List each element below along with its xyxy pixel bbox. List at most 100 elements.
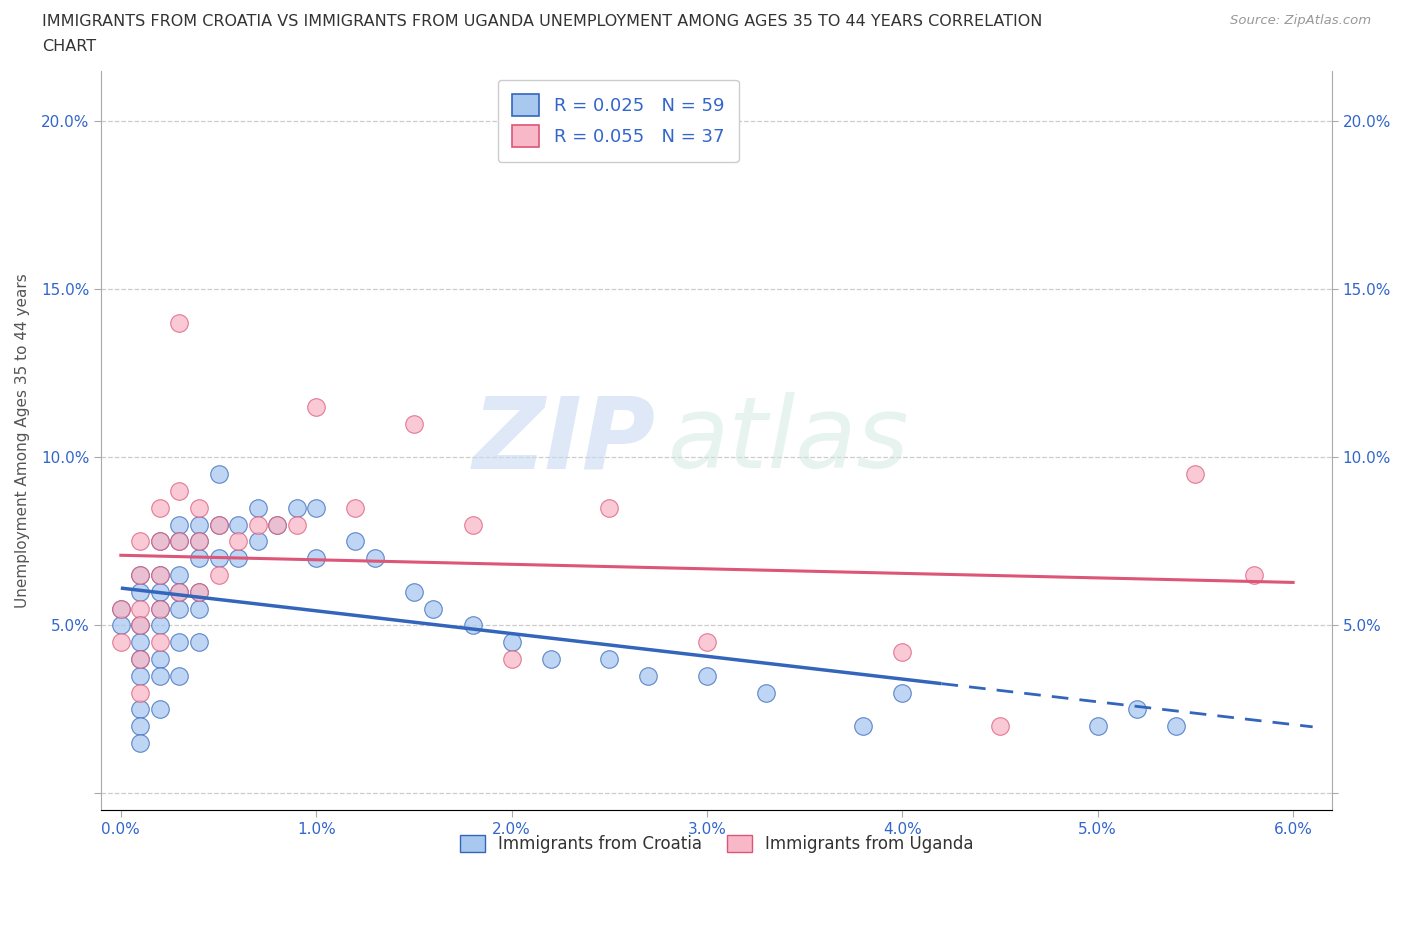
Point — [422, 601, 444, 616]
Point — [598, 652, 620, 667]
Point — [149, 702, 172, 717]
Point — [891, 685, 914, 700]
Point — [226, 534, 249, 549]
Point — [169, 669, 191, 684]
Point — [226, 517, 249, 532]
Point — [169, 315, 191, 330]
Y-axis label: Unemployment Among Ages 35 to 44 years: Unemployment Among Ages 35 to 44 years — [15, 273, 30, 608]
Point — [1126, 702, 1149, 717]
Point — [110, 618, 132, 632]
Point — [149, 635, 172, 650]
Text: atlas: atlas — [668, 392, 910, 489]
Point — [266, 517, 288, 532]
Text: IMMIGRANTS FROM CROATIA VS IMMIGRANTS FROM UGANDA UNEMPLOYMENT AMONG AGES 35 TO : IMMIGRANTS FROM CROATIA VS IMMIGRANTS FR… — [42, 14, 1043, 29]
Point — [149, 500, 172, 515]
Point — [149, 534, 172, 549]
Point — [129, 534, 152, 549]
Point — [149, 669, 172, 684]
Point — [188, 601, 211, 616]
Point — [169, 584, 191, 599]
Point — [169, 584, 191, 599]
Point — [402, 584, 425, 599]
Point — [1164, 719, 1187, 734]
Point — [246, 500, 269, 515]
Point — [188, 500, 211, 515]
Point — [149, 601, 172, 616]
Point — [129, 719, 152, 734]
Point — [266, 517, 288, 532]
Point — [755, 685, 778, 700]
Point — [207, 517, 229, 532]
Point — [364, 551, 387, 565]
Point — [188, 584, 211, 599]
Point — [129, 618, 152, 632]
Point — [169, 517, 191, 532]
Point — [285, 500, 308, 515]
Point — [149, 601, 172, 616]
Point — [110, 635, 132, 650]
Point — [129, 652, 152, 667]
Point — [129, 652, 152, 667]
Point — [305, 551, 328, 565]
Point — [110, 601, 132, 616]
Point — [598, 500, 620, 515]
Point — [169, 484, 191, 498]
Point — [402, 417, 425, 432]
Point — [129, 618, 152, 632]
Point — [344, 534, 367, 549]
Point — [285, 517, 308, 532]
Point — [149, 534, 172, 549]
Point — [149, 652, 172, 667]
Point — [461, 618, 484, 632]
Point — [188, 551, 211, 565]
Point — [188, 635, 211, 650]
Point — [129, 702, 152, 717]
Point — [188, 584, 211, 599]
Point — [207, 551, 229, 565]
Point — [637, 669, 659, 684]
Point — [129, 685, 152, 700]
Point — [149, 567, 172, 582]
Text: CHART: CHART — [42, 39, 96, 54]
Point — [129, 736, 152, 751]
Point — [1087, 719, 1109, 734]
Point — [169, 567, 191, 582]
Point — [696, 635, 718, 650]
Point — [344, 500, 367, 515]
Point — [696, 669, 718, 684]
Point — [188, 534, 211, 549]
Point — [246, 517, 269, 532]
Point — [501, 652, 523, 667]
Text: Source: ZipAtlas.com: Source: ZipAtlas.com — [1230, 14, 1371, 27]
Point — [207, 567, 229, 582]
Point — [149, 567, 172, 582]
Point — [188, 517, 211, 532]
Point — [891, 644, 914, 659]
Point — [305, 400, 328, 415]
Point — [501, 635, 523, 650]
Point — [246, 534, 269, 549]
Point — [461, 517, 484, 532]
Point — [129, 669, 152, 684]
Point — [110, 601, 132, 616]
Point — [207, 517, 229, 532]
Point — [149, 584, 172, 599]
Point — [169, 534, 191, 549]
Point — [188, 534, 211, 549]
Text: ZIP: ZIP — [472, 392, 655, 489]
Point — [207, 467, 229, 482]
Legend: Immigrants from Croatia, Immigrants from Uganda: Immigrants from Croatia, Immigrants from… — [451, 826, 983, 861]
Point — [305, 500, 328, 515]
Point — [129, 635, 152, 650]
Point — [226, 551, 249, 565]
Point — [988, 719, 1011, 734]
Point — [169, 635, 191, 650]
Point — [169, 601, 191, 616]
Point — [169, 534, 191, 549]
Point — [1184, 467, 1206, 482]
Point — [1243, 567, 1265, 582]
Point — [129, 584, 152, 599]
Point — [852, 719, 875, 734]
Point — [129, 601, 152, 616]
Point — [129, 567, 152, 582]
